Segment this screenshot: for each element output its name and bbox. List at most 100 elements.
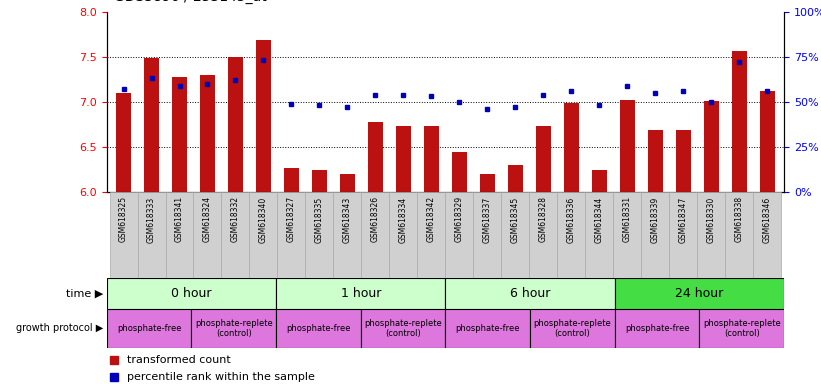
Text: GSM618331: GSM618331 <box>623 196 632 242</box>
Text: GSM618325: GSM618325 <box>119 196 128 242</box>
Bar <box>172 78 187 192</box>
Bar <box>759 91 775 192</box>
Bar <box>732 51 747 192</box>
Text: GSM618342: GSM618342 <box>427 196 436 242</box>
Text: time ▶: time ▶ <box>67 289 103 299</box>
Bar <box>277 192 305 278</box>
Text: phosphate-replete
(control): phosphate-replete (control) <box>703 319 781 338</box>
Bar <box>107 278 276 309</box>
Bar <box>200 74 215 192</box>
Text: GSM618346: GSM618346 <box>763 196 772 243</box>
Bar <box>138 192 166 278</box>
Text: 6 hour: 6 hour <box>510 287 550 300</box>
Bar <box>615 309 699 348</box>
Text: GSM618345: GSM618345 <box>511 196 520 243</box>
Bar <box>445 309 530 348</box>
Bar <box>530 192 557 278</box>
Bar <box>166 192 194 278</box>
Text: GSM618338: GSM618338 <box>735 196 744 242</box>
Text: GSM618344: GSM618344 <box>595 196 603 243</box>
Text: GSM618340: GSM618340 <box>259 196 268 243</box>
Bar <box>620 100 635 192</box>
Bar <box>360 309 445 348</box>
Bar <box>389 192 417 278</box>
Bar <box>194 192 222 278</box>
Text: GDS3896 / 253145_at: GDS3896 / 253145_at <box>113 0 266 4</box>
Text: GSM618335: GSM618335 <box>315 196 324 243</box>
Bar <box>144 58 159 192</box>
Bar <box>276 309 360 348</box>
Bar <box>676 130 691 192</box>
Bar <box>340 174 355 192</box>
Bar <box>312 170 327 192</box>
Text: phosphate-free: phosphate-free <box>287 324 351 333</box>
Bar <box>530 309 615 348</box>
Text: GSM618334: GSM618334 <box>399 196 408 243</box>
Bar <box>417 192 445 278</box>
Text: GSM618341: GSM618341 <box>175 196 184 242</box>
Text: GSM618329: GSM618329 <box>455 196 464 242</box>
Bar <box>669 192 697 278</box>
Bar <box>452 152 467 192</box>
Bar <box>557 192 585 278</box>
Bar <box>116 93 131 192</box>
Text: GSM618330: GSM618330 <box>707 196 716 243</box>
Text: GSM618337: GSM618337 <box>483 196 492 243</box>
Bar <box>361 192 389 278</box>
Text: transformed count: transformed count <box>127 355 231 365</box>
Text: GSM618333: GSM618333 <box>147 196 156 243</box>
Text: GSM618328: GSM618328 <box>539 196 548 242</box>
Bar <box>585 192 613 278</box>
Bar <box>227 56 243 192</box>
Text: phosphate-replete
(control): phosphate-replete (control) <box>534 319 612 338</box>
Bar <box>535 126 551 192</box>
Text: 1 hour: 1 hour <box>341 287 381 300</box>
Text: 0 hour: 0 hour <box>171 287 212 300</box>
Bar <box>284 168 299 192</box>
Text: phosphate-free: phosphate-free <box>625 324 690 333</box>
Text: GSM618339: GSM618339 <box>651 196 660 243</box>
Bar <box>333 192 361 278</box>
Text: growth protocol ▶: growth protocol ▶ <box>16 323 103 333</box>
Bar <box>107 309 191 348</box>
Text: phosphate-free: phosphate-free <box>456 324 520 333</box>
Bar <box>613 192 641 278</box>
Bar <box>250 192 277 278</box>
Text: phosphate-replete
(control): phosphate-replete (control) <box>365 319 442 338</box>
Bar <box>697 192 725 278</box>
Bar <box>109 192 138 278</box>
Text: GSM618327: GSM618327 <box>287 196 296 242</box>
Text: GSM618324: GSM618324 <box>203 196 212 242</box>
Text: percentile rank within the sample: percentile rank within the sample <box>127 372 315 382</box>
Bar <box>641 192 669 278</box>
Text: GSM618336: GSM618336 <box>566 196 576 243</box>
Bar <box>305 192 333 278</box>
Text: GSM618347: GSM618347 <box>679 196 688 243</box>
Text: phosphate-replete
(control): phosphate-replete (control) <box>195 319 273 338</box>
Bar <box>474 192 502 278</box>
Bar <box>445 192 474 278</box>
Bar <box>615 278 784 309</box>
Bar <box>445 278 615 309</box>
Bar <box>222 192 250 278</box>
Bar <box>256 40 271 192</box>
Bar <box>276 278 445 309</box>
Text: GSM618332: GSM618332 <box>231 196 240 242</box>
Bar <box>753 192 782 278</box>
Bar <box>564 103 579 192</box>
Bar <box>396 126 411 192</box>
Bar <box>191 309 276 348</box>
Bar <box>592 170 607 192</box>
Bar <box>699 309 784 348</box>
Text: GSM618343: GSM618343 <box>343 196 352 243</box>
Bar <box>424 126 439 192</box>
Text: 24 hour: 24 hour <box>675 287 723 300</box>
Bar <box>725 192 753 278</box>
Bar <box>479 174 495 192</box>
Bar <box>648 130 663 192</box>
Text: phosphate-free: phosphate-free <box>117 324 181 333</box>
Bar <box>507 165 523 192</box>
Bar <box>704 101 719 192</box>
Bar <box>368 122 383 192</box>
Text: GSM618326: GSM618326 <box>371 196 380 242</box>
